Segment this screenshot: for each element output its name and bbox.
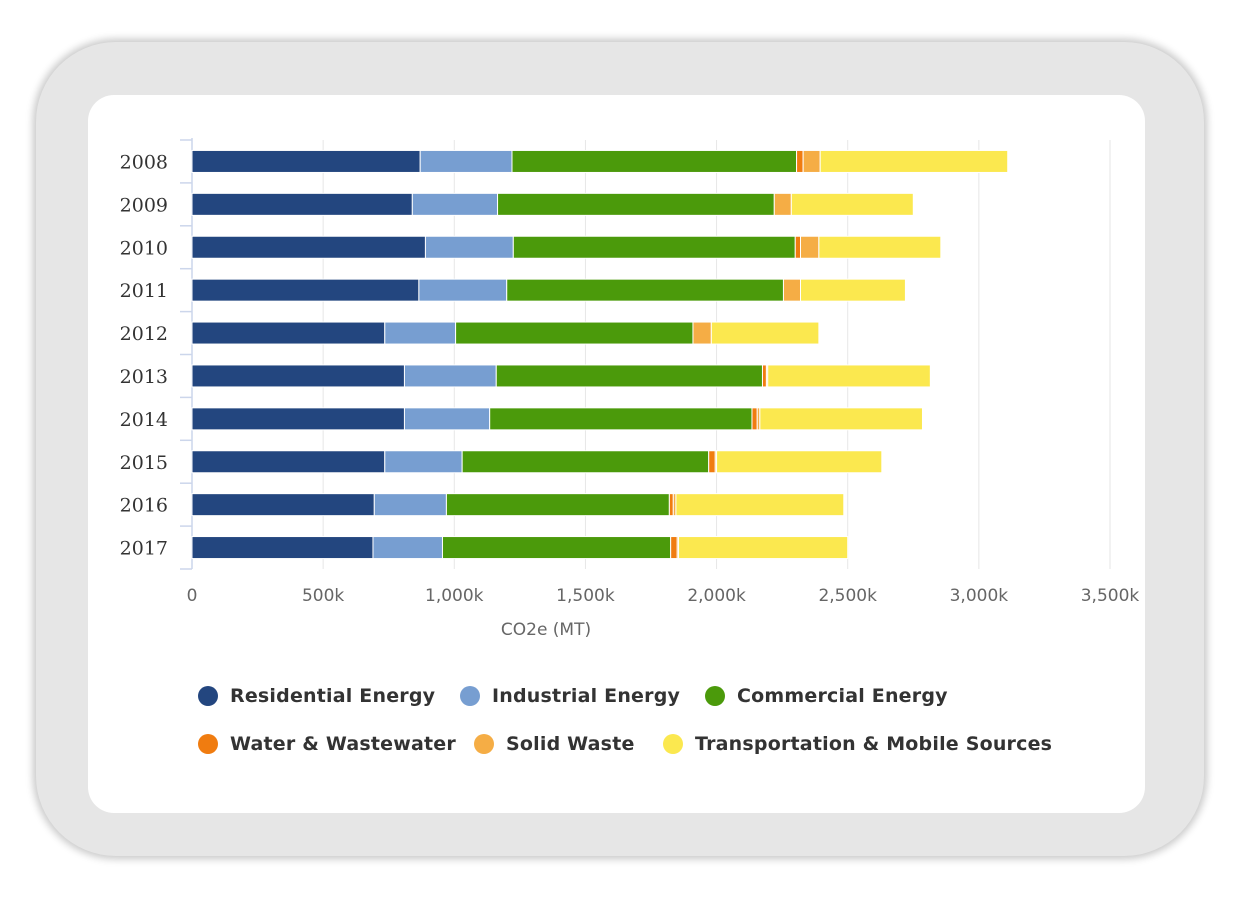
bar-segment [384, 321, 457, 345]
legend-label: Transportation & Mobile Sources [695, 733, 1053, 755]
bar-segment [802, 149, 821, 173]
bar-segment [191, 536, 374, 560]
bar-segment [411, 192, 499, 216]
legend-label: Residential Energy [230, 685, 436, 707]
bar-segment [708, 450, 716, 474]
bar-segment [511, 149, 798, 173]
bar-segment [716, 450, 883, 474]
x-tick-label: 1,500k [556, 586, 615, 606]
bar-segment [384, 450, 463, 474]
bar-segment [710, 321, 820, 345]
bar-segment [191, 407, 405, 431]
bar-segment [670, 536, 678, 560]
legend-marker-icon [460, 686, 480, 706]
bar-segment [495, 364, 763, 388]
bar-segment [767, 364, 931, 388]
bar-segment [419, 149, 513, 173]
x-axis-title: CO2e (MT) [501, 620, 591, 640]
x-tick-label: 3,500k [1081, 586, 1140, 606]
bar-segment [512, 235, 796, 259]
legend-label: Solid Waste [506, 733, 635, 755]
y-tick-label: 2012 [120, 323, 168, 345]
bar-segment [790, 192, 914, 216]
x-tick-label: 1,000k [425, 586, 484, 606]
bar-segment [403, 364, 497, 388]
y-tick-label: 2015 [120, 452, 168, 474]
bar-segment [761, 364, 767, 388]
legend-item[interactable]: Water & Wastewater [198, 733, 456, 755]
bar-segment [794, 235, 802, 259]
y-tick-label: 2010 [120, 237, 168, 259]
x-tick-label: 0 [187, 586, 198, 606]
legend-label: Water & Wastewater [230, 733, 456, 755]
bar-segment [759, 407, 923, 431]
legend-label: Commercial Energy [737, 685, 948, 707]
bar-segment [675, 493, 845, 517]
bar-segment [506, 278, 784, 302]
bar-segment [372, 536, 443, 560]
bar-segment [445, 493, 670, 517]
bar-segment [373, 493, 447, 517]
bar-segment [461, 450, 710, 474]
bar-segment [191, 192, 413, 216]
y-tick-label: 2008 [120, 151, 168, 173]
y-tick-label: 2011 [120, 280, 168, 302]
y-tick-label: 2014 [120, 409, 168, 431]
x-tick-label: 3,000k [950, 586, 1009, 606]
y-tick-label: 2013 [120, 366, 168, 388]
bar-segment [800, 235, 820, 259]
y-tick-label: 2016 [120, 495, 168, 517]
bar-segment [751, 407, 758, 431]
x-tick-label: 500k [302, 586, 344, 606]
bar-segment [678, 536, 849, 560]
legend-marker-icon [705, 686, 725, 706]
legend-marker-icon [198, 686, 218, 706]
bar-segment [782, 278, 802, 302]
bar-segment [191, 278, 420, 302]
bar-segment [818, 235, 942, 259]
bar-segment [489, 407, 753, 431]
legend-item[interactable]: Industrial Energy [460, 685, 680, 707]
y-tick-label: 2017 [120, 538, 168, 560]
legend-item[interactable]: Commercial Energy [705, 685, 948, 707]
bar-segment [796, 149, 804, 173]
bar-segment [191, 235, 426, 259]
bar-segment [773, 192, 792, 216]
legend-label: Industrial Energy [492, 685, 681, 707]
x-tick-label: 2,500k [818, 586, 877, 606]
bar-segment [191, 364, 405, 388]
bar-segment [403, 407, 491, 431]
bar-segment [441, 536, 672, 560]
y-tick-label: 2009 [120, 194, 168, 216]
x-tick-label: 2,000k [687, 586, 746, 606]
bar-segment [692, 321, 712, 345]
bar-segment [424, 235, 514, 259]
bar-segment [800, 278, 906, 302]
bar-segment [191, 450, 386, 474]
bar-segment [191, 321, 386, 345]
bar-segment [191, 493, 375, 517]
legend-item[interactable]: Residential Energy [198, 685, 435, 707]
legend-item[interactable]: Solid Waste [474, 733, 635, 755]
bar-segment [497, 192, 775, 216]
legend-marker-icon [198, 734, 218, 754]
bar-segment [191, 149, 421, 173]
bar-segment [668, 493, 674, 517]
legend-item[interactable]: Transportation & Mobile Sources [663, 733, 1052, 755]
legend-marker-icon [474, 734, 494, 754]
bar-segment [418, 278, 508, 302]
legend-marker-icon [663, 734, 683, 754]
bar-segment [819, 149, 1009, 173]
bar-segment [455, 321, 694, 345]
